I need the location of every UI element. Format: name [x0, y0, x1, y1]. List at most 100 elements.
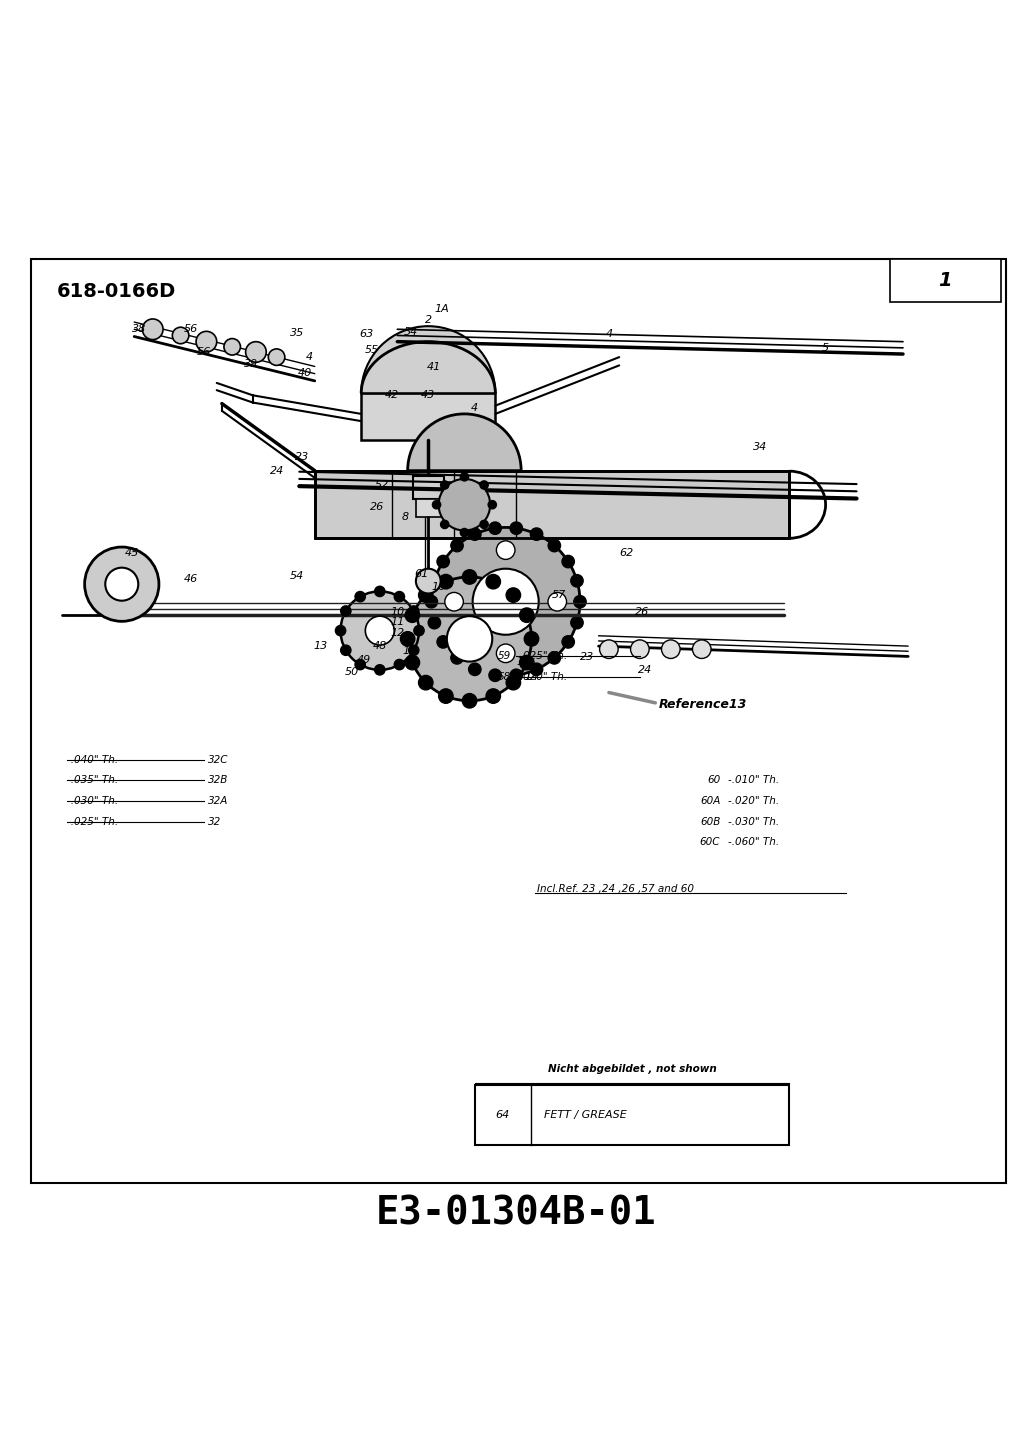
Circle shape: [428, 574, 441, 587]
Text: 23: 23: [580, 653, 594, 663]
Circle shape: [571, 616, 583, 629]
Bar: [890, 259, 1001, 302]
Circle shape: [409, 606, 419, 616]
Circle shape: [451, 540, 463, 551]
Text: 45: 45: [125, 548, 139, 559]
Circle shape: [462, 693, 477, 708]
Text: 63: 63: [359, 330, 374, 340]
Circle shape: [506, 676, 520, 690]
Circle shape: [571, 574, 583, 587]
Circle shape: [562, 556, 575, 567]
Text: 59: 59: [497, 651, 511, 661]
Circle shape: [662, 640, 680, 658]
Text: 43: 43: [421, 391, 436, 401]
Text: 8: 8: [402, 512, 409, 522]
Text: 50: 50: [345, 667, 359, 677]
Text: -.020" Th.: -.020" Th.: [516, 671, 568, 682]
Circle shape: [394, 592, 405, 602]
Text: 16: 16: [431, 582, 446, 592]
Text: 32C: 32C: [208, 755, 229, 764]
Text: 54: 54: [404, 327, 418, 337]
Text: 49: 49: [357, 654, 372, 664]
Text: 26: 26: [369, 502, 384, 512]
Bar: [416, 499, 441, 517]
Circle shape: [439, 479, 490, 531]
Circle shape: [439, 689, 453, 703]
Circle shape: [548, 651, 560, 664]
Circle shape: [530, 528, 543, 540]
Text: 56: 56: [197, 347, 212, 357]
Circle shape: [419, 587, 433, 602]
Circle shape: [562, 635, 575, 648]
Circle shape: [530, 663, 543, 676]
Circle shape: [335, 625, 346, 635]
Text: 1: 1: [938, 271, 953, 291]
Text: 5: 5: [823, 343, 829, 353]
Text: 46: 46: [184, 574, 198, 585]
Circle shape: [406, 608, 420, 622]
Text: 11: 11: [390, 618, 405, 628]
Text: -.010" Th.: -.010" Th.: [728, 776, 779, 786]
Circle shape: [451, 651, 463, 664]
Circle shape: [574, 596, 586, 608]
Circle shape: [519, 608, 534, 622]
Text: 38: 38: [132, 324, 147, 334]
Circle shape: [425, 596, 438, 608]
Text: 32B: 32B: [208, 776, 229, 786]
Circle shape: [488, 501, 496, 509]
Text: Incl.Ref. 23 ,24 ,26 ,57 and 60: Incl.Ref. 23 ,24 ,26 ,57 and 60: [537, 884, 694, 894]
Text: 4: 4: [472, 402, 478, 412]
Bar: [475, 1085, 789, 1145]
Circle shape: [341, 645, 351, 655]
Text: 54: 54: [290, 572, 304, 580]
Circle shape: [469, 528, 481, 540]
Bar: [413, 476, 444, 499]
Text: 60A: 60A: [700, 796, 720, 806]
Circle shape: [341, 606, 351, 616]
Text: 4: 4: [606, 330, 612, 340]
Circle shape: [480, 521, 488, 528]
Circle shape: [365, 616, 394, 645]
Circle shape: [519, 655, 534, 670]
Text: FETT / GREASE: FETT / GREASE: [544, 1110, 626, 1120]
Circle shape: [400, 632, 415, 647]
Text: -.025" Th.: -.025" Th.: [516, 651, 568, 661]
Text: 4: 4: [307, 352, 313, 362]
Circle shape: [408, 577, 531, 700]
Circle shape: [432, 501, 441, 509]
Circle shape: [431, 527, 580, 676]
Circle shape: [416, 569, 441, 593]
Text: 35: 35: [290, 328, 304, 339]
Circle shape: [631, 640, 649, 658]
Text: 24: 24: [269, 466, 284, 476]
Text: 57: 57: [551, 589, 566, 599]
Circle shape: [355, 592, 365, 602]
Circle shape: [510, 669, 522, 682]
Text: Reference13: Reference13: [658, 699, 747, 712]
Text: 40: 40: [297, 368, 312, 378]
Circle shape: [692, 640, 711, 658]
Circle shape: [447, 616, 492, 661]
Text: 64: 64: [495, 1110, 510, 1120]
Text: 39: 39: [244, 359, 258, 369]
Text: 60B: 60B: [700, 816, 720, 826]
Circle shape: [414, 625, 424, 635]
Circle shape: [341, 592, 419, 670]
Text: 42: 42: [385, 391, 399, 401]
Text: 23: 23: [295, 453, 310, 462]
Text: -.040" Th.: -.040" Th.: [67, 755, 119, 764]
Circle shape: [375, 664, 385, 674]
Circle shape: [486, 689, 501, 703]
Circle shape: [460, 473, 469, 480]
Circle shape: [428, 616, 441, 629]
Circle shape: [394, 660, 405, 670]
Text: 618-0166D: 618-0166D: [57, 282, 176, 301]
Text: 56: 56: [184, 324, 198, 334]
Circle shape: [375, 586, 385, 596]
Circle shape: [489, 669, 502, 682]
Circle shape: [419, 676, 433, 690]
Circle shape: [437, 635, 449, 648]
Text: -.035" Th.: -.035" Th.: [67, 776, 119, 786]
Bar: [31, 259, 1006, 1182]
Circle shape: [355, 660, 365, 670]
